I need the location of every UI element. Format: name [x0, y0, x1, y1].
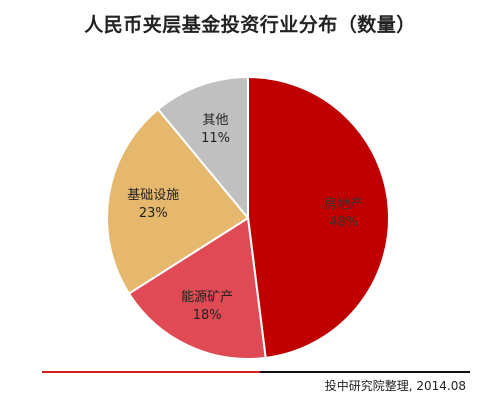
slice-label-0: 房地产: [324, 196, 363, 212]
chart-title: 人民币夹层基金投资行业分布（数量）: [84, 14, 416, 36]
slice-value-label-3: 11%: [201, 131, 230, 146]
slice-label-1: 能源矿产: [181, 290, 233, 305]
source-note: 投中研究院整理, 2014.08: [324, 379, 466, 393]
pie-slice-2: [106, 107, 250, 295]
slice-value-label-1: 18%: [193, 308, 222, 323]
footer-divider-red: [42, 371, 260, 373]
pie-slice-3: [156, 75, 249, 221]
slice-label-2: 基础设施: [127, 188, 179, 203]
pie-slice-1: [127, 216, 267, 360]
slice-value-label-2: 23%: [139, 206, 168, 221]
slice-value-label-0: 48%: [329, 215, 358, 230]
slice-label-3: 其他: [203, 113, 229, 128]
footer-divider-black: [260, 371, 470, 373]
pie-slice-0: [247, 75, 390, 360]
